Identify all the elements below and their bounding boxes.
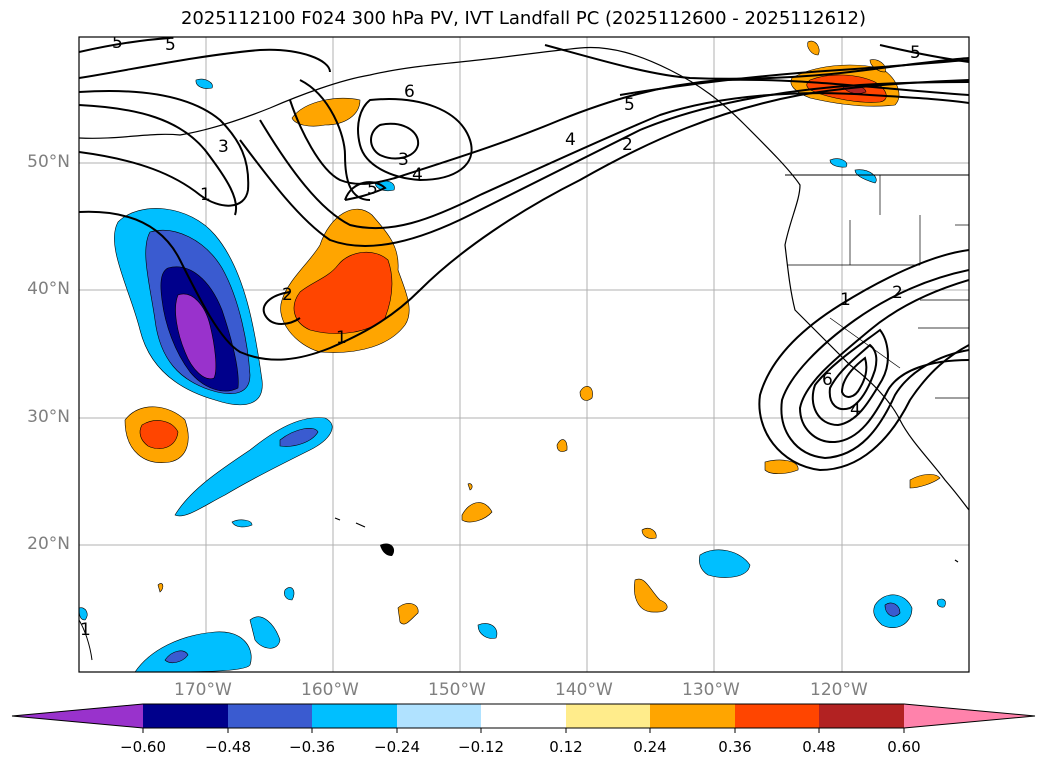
- contour-label: 2: [622, 135, 633, 155]
- lon-label-160w: 160°W: [301, 680, 359, 700]
- colorbar-tick-label: 0.36: [718, 738, 752, 756]
- map-area: 5 5 6 5 3 4 5 4 2 1 2 1 3 5 1 2 6 4 1: [79, 33, 969, 672]
- lat-label-40n: 40°N: [27, 279, 70, 299]
- lon-label-120w: 120°W: [810, 680, 868, 700]
- colorbar-tick-label: −0.24: [374, 738, 420, 756]
- contour-label: 4: [565, 130, 576, 150]
- colorbar-tick-label: −0.36: [289, 738, 335, 756]
- colorbar-segment: [566, 704, 650, 728]
- ivt-contours: [79, 37, 969, 472]
- contour-label: 4: [412, 165, 423, 185]
- map-title: 2025112100 F024 300 hPa PV, IVT Landfall…: [180, 8, 867, 29]
- colorbar-segment: [735, 704, 819, 728]
- colorbar-tick-label: −0.60: [120, 738, 166, 756]
- colorbar-tick-label: 0.60: [887, 738, 921, 756]
- colorbar-extend-high: [904, 704, 1035, 728]
- contour-label: 5: [367, 179, 378, 199]
- colorbar-segment: [143, 704, 228, 728]
- lat-label-30n: 30°N: [27, 407, 70, 427]
- lat-label-50n: 50°N: [27, 152, 70, 172]
- contour-label: 2: [282, 285, 293, 305]
- lon-label-150w: 150°W: [428, 680, 486, 700]
- lon-label-140w: 140°W: [555, 680, 613, 700]
- contour-label: 2: [892, 283, 903, 303]
- contour-label: 3: [218, 137, 229, 157]
- contour-label: 5: [624, 95, 635, 115]
- lon-label-130w: 130°W: [682, 680, 740, 700]
- contour-label: 3: [398, 150, 409, 170]
- colorbar-tick-label: 0.48: [802, 738, 836, 756]
- contour-label: 5: [910, 43, 921, 63]
- colorbar-tick-label: −0.12: [458, 738, 504, 756]
- colorbar-segment: [397, 704, 481, 728]
- contour-label: 6: [404, 82, 415, 102]
- negative-pv-anomaly-west: [114, 208, 263, 406]
- negative-pv-band-southwest: [79, 78, 946, 672]
- contour-labels: 5 5 6 5 3 4 5 4 2 1 2 1 3 5 1 2 6 4 1: [80, 33, 921, 640]
- colorbar-segment: [228, 704, 312, 728]
- colorbar-segment: [481, 704, 566, 728]
- contour-label: 1: [200, 185, 211, 205]
- lat-label-20n: 20°N: [27, 534, 70, 554]
- colorbar-segment: [819, 704, 904, 728]
- colorbar-tick-label: 0.12: [549, 738, 583, 756]
- contour-label: 1: [336, 328, 347, 348]
- contour-label: 1: [80, 620, 91, 640]
- lon-label-170w: 170°W: [174, 680, 232, 700]
- contour-label: 6: [822, 370, 833, 390]
- colorbar-extend-low: [12, 704, 143, 728]
- map-frame: [78, 36, 970, 673]
- coastlines: [79, 46, 969, 661]
- contour-label: 5: [165, 35, 176, 55]
- contour-label: 5: [112, 33, 123, 53]
- contour-label: 1: [840, 290, 851, 310]
- contour-label: 4: [850, 400, 861, 420]
- colorbar: [11, 703, 1036, 733]
- colorbar-tick-label: −0.48: [205, 738, 251, 756]
- colorbar-tick-label: 0.24: [633, 738, 667, 756]
- colorbar-segment: [312, 704, 397, 728]
- colorbar-segment: [650, 704, 735, 728]
